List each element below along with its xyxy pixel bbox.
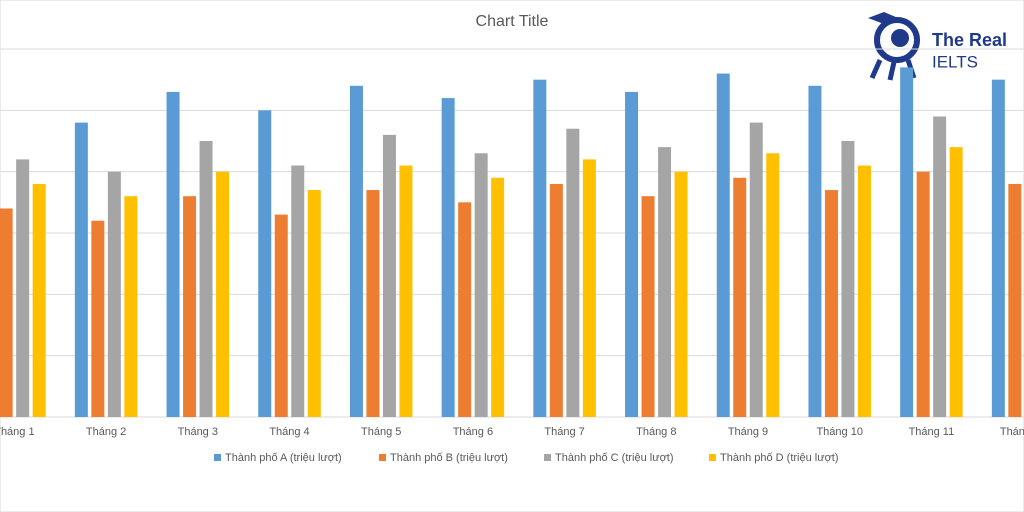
x-tick-label: Tháng 12 (1000, 426, 1024, 438)
bar (566, 128, 580, 417)
bar (641, 196, 655, 417)
bar (32, 183, 46, 417)
legend-swatch (709, 454, 716, 461)
bar (625, 91, 639, 417)
bar (549, 183, 563, 417)
bar (399, 165, 413, 417)
bar (458, 202, 472, 417)
bar (349, 85, 363, 418)
bar (291, 165, 305, 417)
legend-label: Thành phố B (triệu lượt) (390, 452, 508, 464)
bar (716, 73, 730, 418)
bar (474, 153, 488, 417)
bar (1008, 183, 1022, 417)
bar (808, 85, 822, 418)
x-tick-label: Tháng 1 (0, 426, 35, 438)
bar (733, 177, 747, 417)
bar (216, 171, 230, 417)
bar (107, 171, 121, 417)
x-tick-label: Tháng 6 (453, 426, 493, 438)
logo: The Real IELTS (868, 12, 1007, 81)
x-tick-label: Tháng 10 (816, 426, 862, 438)
bar (933, 116, 947, 417)
logo-icon (891, 29, 909, 47)
bar (991, 79, 1005, 418)
bar (441, 98, 455, 418)
logo-text: IELTS (932, 52, 978, 71)
bar (382, 134, 396, 417)
bar (582, 159, 596, 417)
x-tick-label: Tháng 7 (544, 426, 584, 438)
x-tick-label: Tháng 9 (728, 426, 768, 438)
bar (491, 177, 505, 417)
legend-swatch (379, 454, 386, 461)
bar (166, 91, 180, 417)
chart-title: Chart Title (476, 13, 549, 30)
bar (841, 141, 855, 417)
legend-label: Thành phố A (triệu lượt) (225, 452, 342, 464)
bar (74, 122, 88, 417)
bar (749, 122, 763, 417)
bar (124, 196, 138, 417)
legend-swatch (544, 454, 551, 461)
bar (916, 171, 930, 417)
bar (258, 110, 272, 417)
bar (674, 171, 688, 417)
bar (274, 214, 288, 417)
bar (658, 147, 672, 417)
legend-label: Thành phố C (triệu lượt) (555, 452, 674, 464)
bar (199, 141, 213, 417)
bar (766, 153, 780, 417)
x-tick-label: Tháng 4 (269, 426, 309, 438)
bar (857, 165, 871, 417)
x-tick-label: Tháng 3 (178, 426, 218, 438)
bar (16, 159, 30, 417)
x-tick-label: Tháng 8 (636, 426, 676, 438)
bar (533, 79, 547, 418)
bar (824, 190, 838, 417)
logo-icon (868, 12, 898, 24)
bar (0, 208, 13, 417)
bar (91, 220, 105, 417)
bar (307, 190, 321, 417)
x-tick-label: Tháng 5 (361, 426, 401, 438)
legend-label: Thành phố D (triệu lượt) (720, 452, 839, 464)
bar (949, 147, 963, 417)
legend-swatch (214, 454, 221, 461)
logo-icon (874, 17, 920, 63)
bar (900, 67, 914, 418)
x-tick-label: Tháng 2 (86, 426, 126, 438)
bar (366, 190, 380, 417)
logo-text: The Real (932, 30, 1007, 50)
x-tick-label: Tháng 11 (909, 426, 955, 438)
bar (183, 196, 197, 417)
